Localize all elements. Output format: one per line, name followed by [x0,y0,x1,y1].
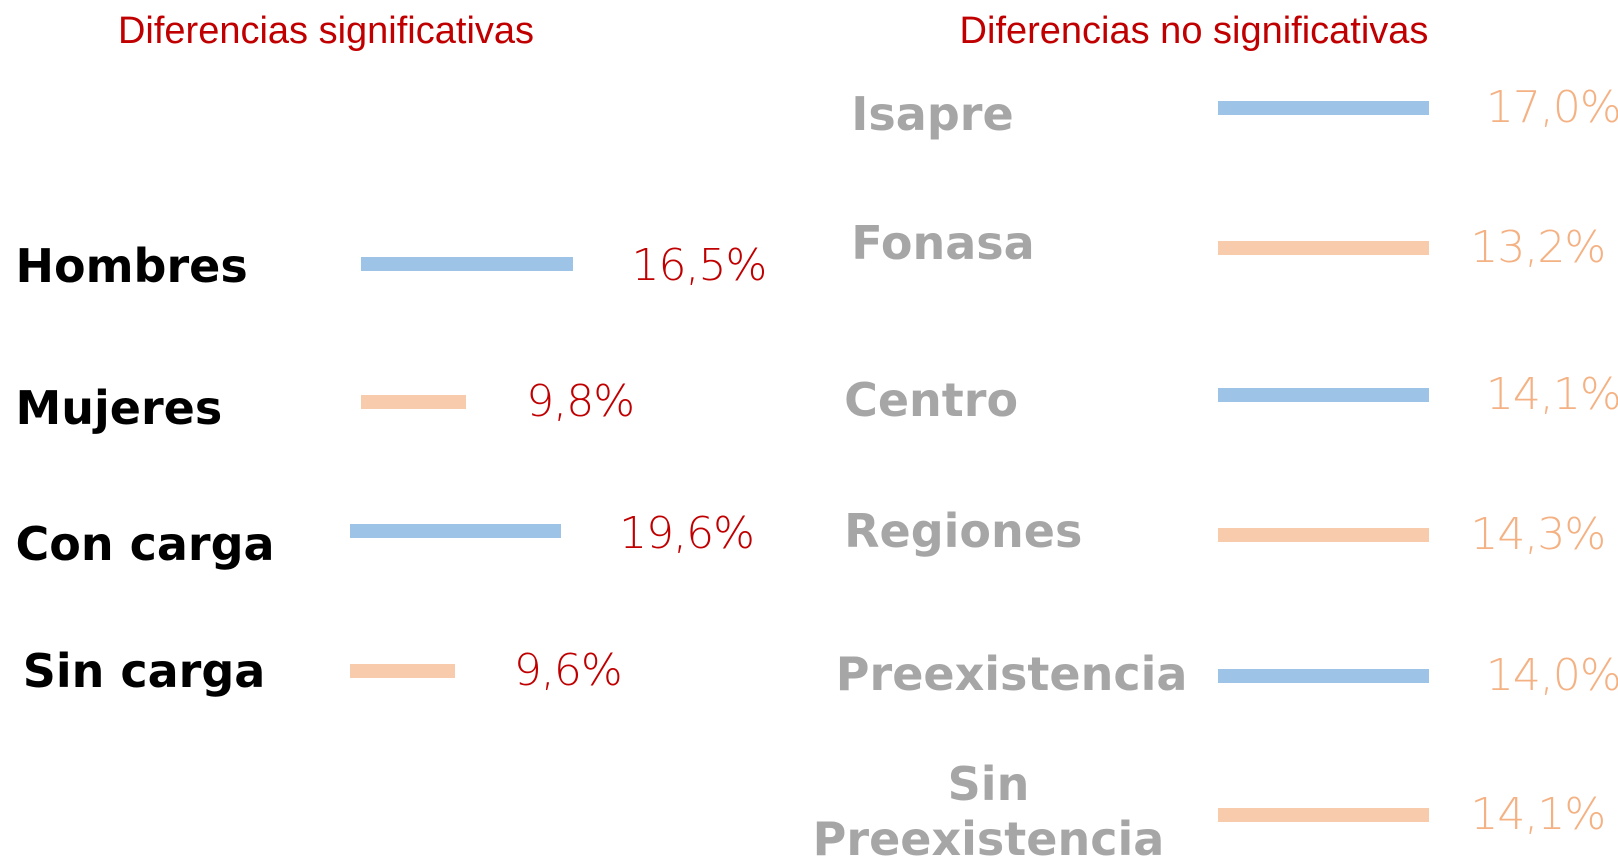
bar [1217,388,1430,403]
row-value: 19,6% [619,507,755,559]
row-value: 13,2% [1470,221,1606,273]
row-label: Sin carga [22,643,266,698]
row-value: 14,1% [1485,369,1618,421]
bar [349,524,562,539]
bar [361,395,467,410]
row-value: 16,5% [631,240,768,292]
row-label: Isapre [851,86,1014,141]
row-value: 9,8% [526,376,635,428]
row-label: Preexistencia [835,646,1188,701]
row-label: Centro [844,373,1019,428]
left-title: Diferencias significativas [117,10,535,52]
row-label: Sin Preexistencia [812,756,1165,867]
bar [1217,668,1430,683]
right-title: Diferencias no significativas [959,10,1429,52]
row-value: 14,3% [1470,508,1606,560]
row-label: Mujeres [15,380,223,435]
row-label: Hombres [15,239,248,294]
bar [1217,101,1430,116]
row-value: 14,0% [1485,649,1618,701]
row-label: Con carga [15,516,275,571]
bar [1217,808,1430,823]
row-value: 9,6% [513,644,623,696]
row-value: 17,0% [1485,82,1618,134]
row-value: 14,1% [1470,789,1606,841]
row-label: Fonasa [851,215,1035,270]
bar [1217,240,1430,255]
bar [361,257,573,272]
bar [349,663,456,678]
bar [1217,527,1430,542]
row-label: Regiones [844,504,1083,559]
